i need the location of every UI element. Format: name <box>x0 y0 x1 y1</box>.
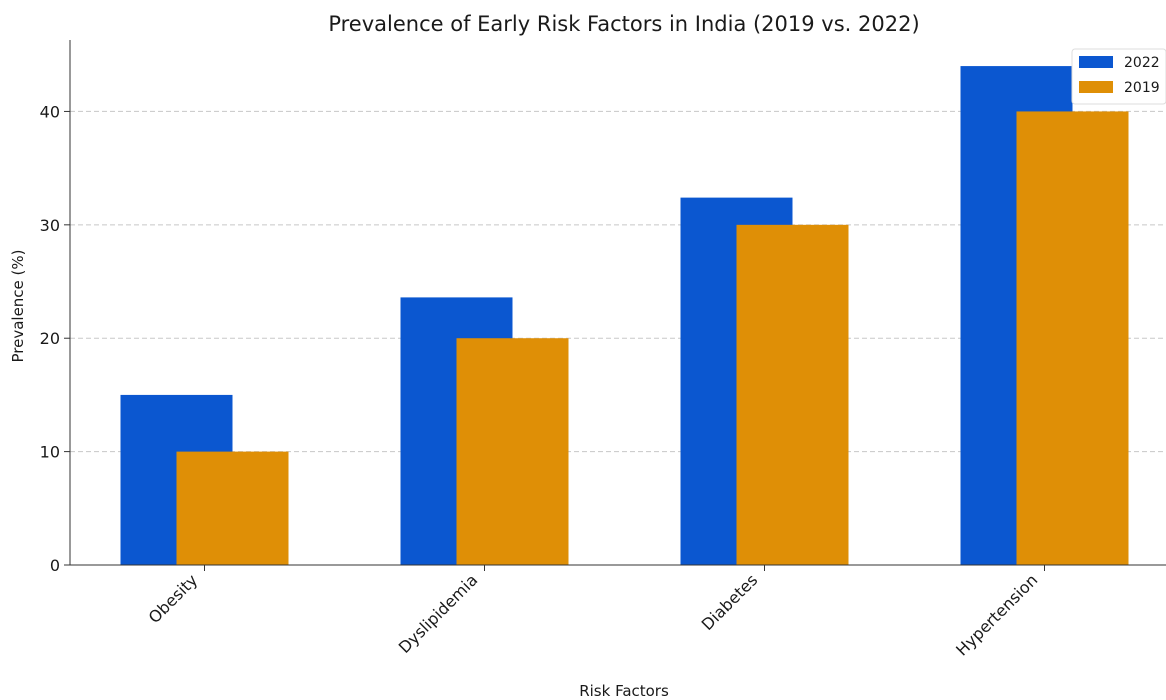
x-tick-label-hypertension: Hypertension <box>952 570 1041 659</box>
axes <box>69 40 1166 566</box>
bar-2019-diabetes <box>736 224 849 565</box>
bars <box>120 66 1129 566</box>
y-tick-label: 20 <box>40 329 60 348</box>
legend-swatch-2019 <box>1079 81 1113 93</box>
legend: 2022 2019 <box>1071 48 1166 105</box>
x-tick-label-obesity: Obesity <box>145 570 202 627</box>
x-ticks: Obesity Dyslipidemia Diabetes Hypertension <box>145 565 1045 660</box>
y-ticks: 0 10 20 30 40 <box>40 102 70 575</box>
bar-2019-dyslipidemia <box>456 338 569 565</box>
y-axis-label: Prevalence (%) <box>9 249 27 362</box>
legend-label-2019: 2019 <box>1124 80 1160 96</box>
y-tick-label: 30 <box>40 216 60 235</box>
y-tick-label: 10 <box>40 443 60 462</box>
legend-label-2022: 2022 <box>1124 55 1160 71</box>
y-tick-label: 40 <box>40 102 60 121</box>
bar-2019-obesity <box>176 451 289 565</box>
bar-2019-hypertension <box>1016 111 1129 566</box>
y-tick-label: 0 <box>50 556 60 575</box>
x-tick-label-dyslipidemia: Dyslipidemia <box>395 570 482 657</box>
legend-swatch-2022 <box>1079 56 1113 68</box>
x-tick-label-diabetes: Diabetes <box>698 570 762 634</box>
x-axis-label: Risk Factors <box>579 682 669 700</box>
chart-title: Prevalence of Early Risk Factors in Indi… <box>328 12 919 36</box>
